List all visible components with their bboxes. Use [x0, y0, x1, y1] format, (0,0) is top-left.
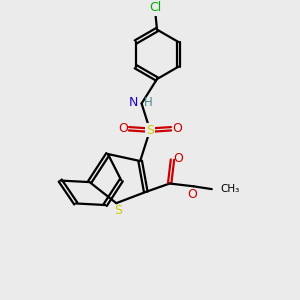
Text: S: S [146, 124, 154, 137]
Text: O: O [172, 122, 182, 135]
Text: Cl: Cl [149, 1, 162, 14]
Text: N: N [129, 96, 138, 109]
Text: H: H [143, 96, 152, 109]
Text: S: S [114, 204, 122, 217]
Text: O: O [187, 188, 197, 201]
Text: CH₃: CH₃ [220, 184, 239, 194]
Text: O: O [174, 152, 184, 165]
Text: O: O [118, 122, 128, 135]
